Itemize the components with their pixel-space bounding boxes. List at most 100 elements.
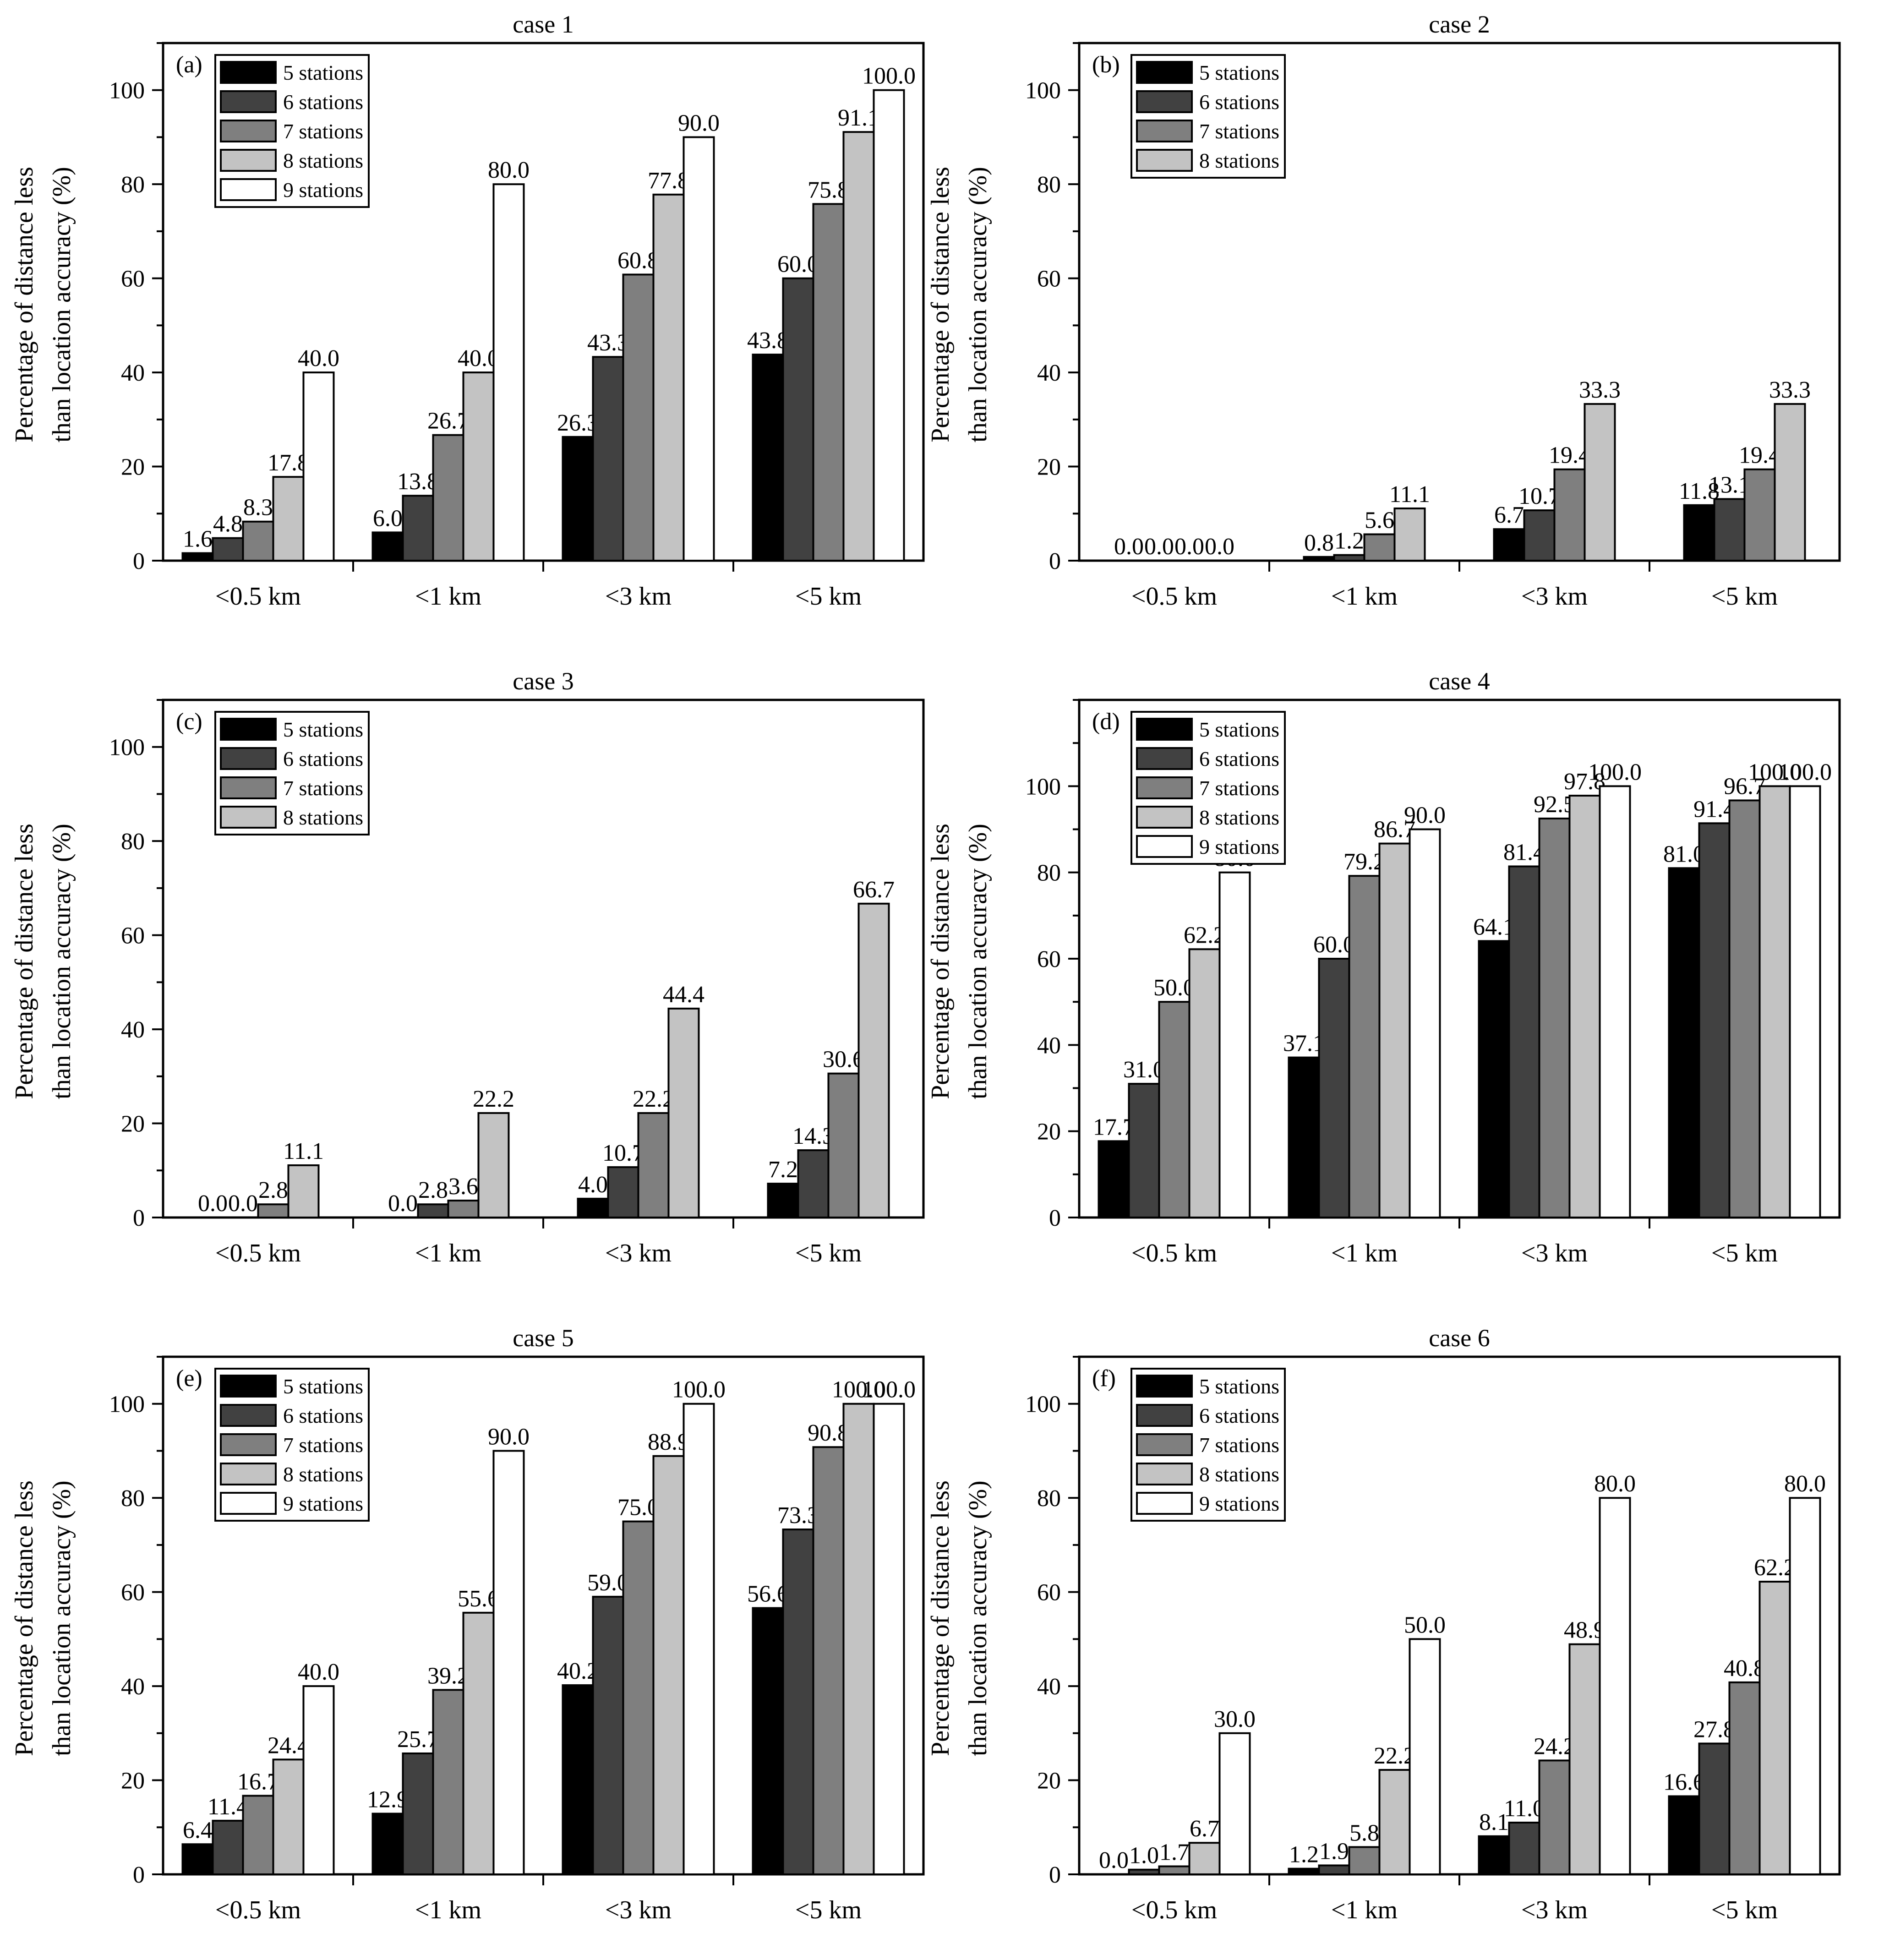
legend: 5 stations 6 stations 7 stations 8 stations… [214, 1368, 370, 1522]
bar-7-stations-3-km [622, 1520, 655, 1875]
legend-item-5-stations: 5 stations [1136, 1371, 1279, 1401]
bar-8-stations-3-km [1568, 1643, 1601, 1875]
legend-swatch [1136, 718, 1193, 741]
panel-label: (c) [176, 709, 202, 735]
data-label: 11.4 [208, 1794, 248, 1820]
panel-case-3: case 3 Percentage of distance less than … [0, 657, 942, 1303]
x-category-label-2: <1 km [415, 1239, 481, 1267]
data-label: 0.0 [1114, 534, 1144, 560]
bar-8-stations-3-km [667, 1007, 700, 1219]
data-label: 10.7 [602, 1140, 644, 1166]
legend-item-6-stations: 6 stations [220, 87, 363, 116]
legend-item-7-stations: 7 stations [1136, 1430, 1279, 1459]
bar-9-stations-3-km [683, 1403, 715, 1875]
legend-item-6-stations: 6 stations [1136, 744, 1279, 773]
legend-item-9-stations: 9 stations [1136, 832, 1279, 861]
bar-5-stations-0-5-km [181, 1843, 214, 1875]
panel-case-6: case 6 Percentage of distance less than … [916, 1314, 1858, 1960]
y-tick-label: 20 [1037, 1119, 1061, 1145]
x-category-label-2: <1 km [415, 1896, 481, 1924]
y-tick-label: 80 [121, 1485, 145, 1512]
data-label: 22.2 [1374, 1743, 1415, 1769]
bar-5-stations-3-km [562, 1684, 594, 1875]
data-label: 1.7 [1159, 1840, 1189, 1866]
legend: 5 stations 6 stations 7 stations 8 stations… [1130, 711, 1286, 865]
x-category-label-4: <5 km [1711, 582, 1778, 611]
legend-item-7-stations: 7 stations [1136, 116, 1279, 146]
legend-swatch [1136, 1463, 1193, 1485]
y-tick-label: 0 [133, 548, 145, 574]
legend-swatch [220, 178, 277, 201]
bar-9-stations-5-km [1789, 1497, 1821, 1875]
data-label: 30.6 [823, 1047, 864, 1073]
y-tick-label: 40 [121, 1017, 145, 1043]
bar-6-stations-1-km [1318, 958, 1350, 1218]
y-tick-label: 60 [1037, 266, 1061, 292]
data-label: 77.8 [648, 168, 689, 194]
data-label: 100.0 [1748, 759, 1802, 785]
data-label: 11.0 [1504, 1796, 1545, 1822]
x-category-label-1: <0.5 km [1131, 582, 1217, 611]
y-tick-label: 40 [121, 360, 145, 386]
bar-7-stations-5-km [1728, 1681, 1761, 1875]
legend-swatch [1136, 1404, 1193, 1427]
data-label: 90.0 [488, 1424, 530, 1450]
bar-9-stations-1-km [492, 1450, 525, 1876]
data-label: 64.1 [1473, 914, 1515, 940]
data-label: 6.4 [183, 1817, 213, 1843]
legend-label: 8 stations [1199, 1462, 1280, 1486]
x-category-label-3: <3 km [605, 1896, 672, 1924]
data-label: 37.1 [1283, 1031, 1325, 1057]
data-label: 8.1 [1479, 1809, 1509, 1835]
bar-5-stations-0-5-km [181, 552, 214, 562]
bar-5-stations-5-km [1668, 1795, 1700, 1876]
legend-label: 9 stations [1199, 1491, 1280, 1515]
y-tick-label: 80 [1037, 172, 1061, 198]
bar-6-stations-1-km [402, 495, 434, 562]
panel-label: (b) [1092, 52, 1120, 78]
y-tick-label: 20 [1037, 454, 1061, 480]
bar-8-stations-0-5-km [272, 476, 305, 562]
bar-7-stations-3-km [1538, 1759, 1571, 1876]
bar-5-stations-0-5-km [1098, 1140, 1130, 1218]
x-category-label-3: <3 km [1521, 1896, 1588, 1924]
legend-swatch [220, 806, 277, 829]
data-label: 96.7 [1724, 773, 1765, 799]
x-category-label-1: <0.5 km [1131, 1896, 1217, 1924]
y-tick-label: 0 [1049, 548, 1061, 574]
panel-case-1: case 1 Percentage of distance less than … [0, 0, 942, 646]
data-label: 2.8 [258, 1177, 288, 1203]
y-tick-label: 20 [121, 1111, 145, 1137]
bar-7-stations-1-km [432, 1689, 464, 1875]
y-tick-label: 100 [1025, 78, 1061, 104]
bar-7-stations-5-km [1728, 799, 1761, 1218]
y-tick-label: 0 [133, 1862, 145, 1888]
legend-label: 5 stations [1199, 1374, 1280, 1398]
legend-item-5-stations: 5 stations [220, 1371, 363, 1401]
data-label: 6.7 [1190, 1816, 1219, 1842]
bar-6-stations-5-km [1698, 1742, 1731, 1875]
y-tick-label: 60 [121, 266, 145, 292]
legend-label: 5 stations [1199, 60, 1280, 84]
legend-swatch [1136, 776, 1193, 799]
legend-label: 8 stations [283, 805, 364, 829]
bar-5-stations-1-km [1288, 1056, 1320, 1218]
bar-7-stations-0-5-km [242, 1795, 274, 1875]
legend-item-9-stations: 9 stations [220, 175, 363, 204]
data-label: 27.8 [1693, 1716, 1735, 1742]
x-category-label-4: <5 km [795, 1239, 862, 1267]
legend-label: 7 stations [1199, 119, 1280, 143]
bar-8-stations-5-km [1758, 1581, 1791, 1875]
data-label: 39.2 [427, 1663, 469, 1689]
data-label: 0.0 [1174, 534, 1204, 560]
legend-swatch [220, 90, 277, 113]
data-label: 100.0 [672, 1377, 726, 1403]
y-tick-label: 100 [109, 78, 145, 104]
data-label: 13.1 [1709, 472, 1750, 498]
data-label: 33.3 [1579, 377, 1621, 403]
y-tick-label: 40 [1037, 1674, 1061, 1700]
legend-label: 6 stations [1199, 747, 1280, 770]
